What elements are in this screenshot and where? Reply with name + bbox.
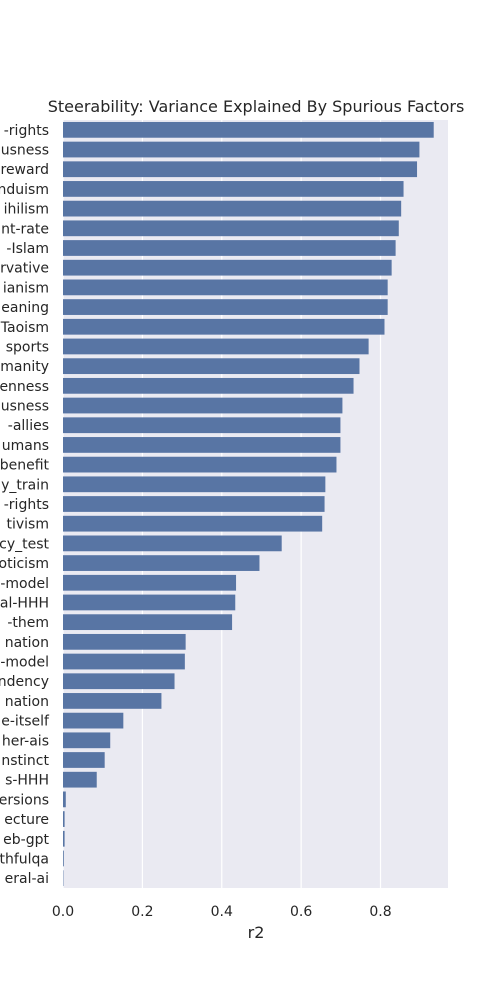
bar	[63, 732, 111, 749]
x-tick-label: 0.2	[131, 904, 153, 920]
y-tick-label: usness	[1, 399, 49, 415]
x-tick-label: 0.4	[211, 904, 233, 920]
bar	[63, 437, 341, 453]
y-tick-label: ianism	[3, 280, 49, 296]
y-tick-label: enness	[0, 379, 49, 395]
y-tick-label: rvative	[0, 261, 49, 277]
bar	[63, 614, 233, 631]
bars	[63, 121, 434, 887]
y-tick-label: -them	[7, 615, 49, 631]
bar	[63, 574, 237, 591]
y-tick-label: cy_test	[0, 536, 50, 552]
y-tick-label: eaning	[1, 300, 49, 316]
bar	[63, 771, 97, 788]
x-tick-label: 0.6	[290, 904, 312, 920]
y-tick-label: usness	[1, 143, 49, 159]
y-tick-label: thfulqa	[0, 851, 49, 867]
y-tick-label: nstinct	[1, 753, 49, 769]
y-tick-label: ecture	[4, 812, 49, 828]
y-tick-label: e-itself	[1, 714, 50, 730]
y-tick-label: eral-ai	[5, 871, 49, 887]
y-tick-label: ersions	[0, 792, 49, 808]
y-tick-label: Taoism	[0, 320, 49, 336]
y-tick-label: nation	[5, 694, 49, 710]
y-tick-label: umans	[2, 438, 49, 454]
y-tick-labels: -rights usness reward nduism ihilism nt-rate -…	[0, 123, 50, 887]
bar	[63, 338, 369, 355]
chart-title: Steerability: Variance Explained By Spur…	[48, 97, 465, 116]
bar	[63, 811, 65, 827]
bar	[63, 830, 65, 847]
bar	[63, 121, 434, 138]
bar	[63, 555, 260, 571]
x-tick-labels: 0.0 0.2 0.4 0.6 0.8	[52, 904, 392, 920]
x-tick-label: 0.0	[52, 904, 74, 920]
x-tick-label: 0.8	[369, 904, 391, 920]
bar	[63, 496, 325, 512]
y-tick-label: y_train	[1, 477, 49, 493]
bar	[63, 791, 66, 808]
bar	[63, 240, 396, 256]
x-axis-label: r2	[248, 923, 265, 942]
y-tick-label: benefit	[0, 458, 50, 474]
bar	[63, 161, 418, 178]
y-tick-label: s-HHH	[5, 773, 49, 789]
y-tick-label: nduism	[0, 182, 49, 198]
bar	[63, 358, 360, 375]
y-tick-label: tivism	[7, 517, 50, 533]
bar	[63, 200, 402, 217]
y-tick-label: -rights	[4, 497, 49, 513]
y-tick-label: her-ais	[2, 733, 49, 749]
y-tick-label: manity	[0, 359, 49, 375]
bar	[63, 712, 124, 729]
y-tick-label: -model	[0, 576, 49, 592]
bar	[63, 752, 105, 768]
y-tick-label: al-HHH	[0, 595, 49, 611]
y-tick-label: nt-rate	[1, 221, 49, 237]
bar	[63, 693, 162, 709]
bar	[63, 535, 282, 552]
y-tick-label: -rights	[4, 123, 49, 139]
bar	[63, 377, 354, 394]
y-tick-label: eb-gpt	[3, 832, 49, 848]
bar	[63, 220, 399, 237]
bar	[63, 279, 388, 296]
y-tick-label: reward	[1, 162, 50, 178]
bar	[63, 515, 323, 532]
bar	[63, 653, 185, 670]
bar	[63, 181, 404, 197]
bar	[63, 259, 392, 276]
bar	[63, 318, 385, 335]
y-tick-label: -Islam	[6, 241, 49, 257]
bar	[63, 673, 175, 690]
bar	[63, 299, 388, 315]
bar	[63, 456, 337, 473]
y-tick-label: oticism	[0, 556, 49, 572]
y-tick-label: -model	[0, 655, 49, 671]
y-tick-label: sports	[6, 339, 49, 355]
y-tick-label: ihilism	[4, 202, 49, 218]
bar	[63, 476, 326, 493]
y-tick-label: nation	[5, 635, 49, 651]
bar	[63, 850, 64, 867]
bar	[63, 141, 420, 158]
bar	[63, 594, 236, 611]
bar	[63, 633, 186, 650]
y-tick-label: ndency	[0, 674, 49, 690]
bar	[63, 397, 343, 414]
y-tick-label: -allies	[8, 418, 49, 434]
bar	[63, 417, 341, 434]
